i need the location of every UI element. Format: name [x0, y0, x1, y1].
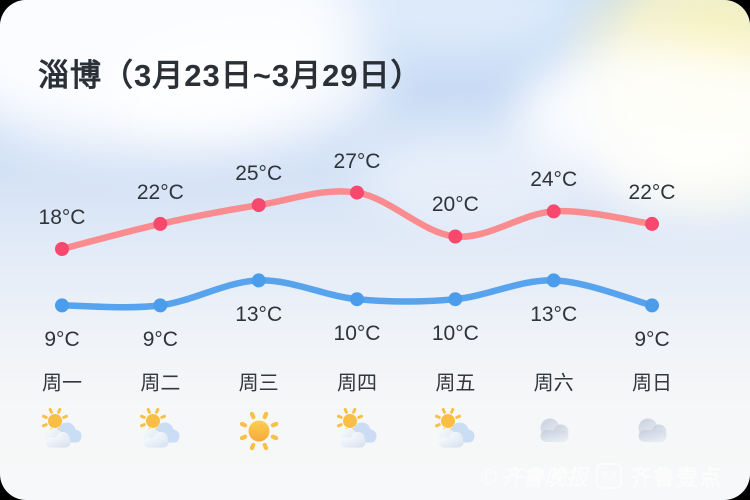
- weekday-label: 周三: [238, 372, 279, 395]
- low-temp-point: [153, 298, 168, 313]
- weekday-label: 周二: [140, 372, 181, 395]
- sunny-icon: [239, 411, 278, 451]
- high-temp-point: [448, 229, 463, 244]
- high-temp-point: [251, 198, 266, 213]
- low-temp-point: [448, 292, 463, 307]
- weekday-label: 周五: [435, 372, 476, 395]
- low-temp-point: [546, 273, 561, 288]
- cloud-decoration: [600, 135, 750, 220]
- low-temp-label: 10°C: [431, 322, 479, 346]
- high-temp-point: [55, 242, 69, 256]
- weekday-label: 周四: [337, 372, 377, 395]
- low-temp-point: [350, 292, 364, 307]
- low-temp-point: [55, 298, 69, 313]
- low-temp-label: 9°C: [634, 328, 670, 352]
- low-temp-label: 9°C: [44, 328, 80, 352]
- yidian-logo-icon: 壹点: [595, 463, 622, 489]
- partly-cloudy-icon: [435, 408, 475, 448]
- high-temp-label: 20°C: [431, 193, 479, 217]
- high-temp-label: 22°C: [136, 180, 184, 204]
- low-temp-label: 10°C: [333, 322, 381, 346]
- low-temp-point: [645, 298, 659, 313]
- partly-cloudy-icon: [337, 408, 377, 448]
- high-temp-label: 22°C: [628, 180, 676, 204]
- cloudy-icon: [540, 418, 569, 442]
- watermark: ©齐鲁晚报 壹点 齐鲁壹点: [478, 460, 722, 492]
- high-temp-label: 18°C: [38, 206, 86, 229]
- high-temp-point: [153, 216, 168, 231]
- weekday-label: 周六: [533, 372, 574, 395]
- high-temp-point: [546, 204, 561, 219]
- high-temp-point: [350, 185, 364, 200]
- partly-cloudy-icon: [140, 408, 180, 448]
- partly-cloudy-icon: [42, 408, 82, 448]
- page-title: 淄博（3月23日~3月29日）: [38, 58, 423, 93]
- low-temp-label: 13°C: [235, 303, 283, 327]
- high-temp-label: 24°C: [530, 168, 578, 192]
- low-temp-label: 9°C: [142, 328, 178, 352]
- low-temp-point: [251, 273, 266, 288]
- watermark-brand: 齐鲁壹点: [629, 465, 722, 490]
- weekday-label: 周一: [42, 372, 82, 395]
- high-temp-label: 27°C: [333, 149, 381, 173]
- weekday-label: 周日: [632, 372, 672, 395]
- watermark-newspaper: ©齐鲁晚报: [477, 465, 588, 491]
- high-temp-label: 25°C: [235, 162, 283, 186]
- cloudy-icon: [638, 418, 667, 442]
- high-temp-point: [645, 216, 659, 231]
- low-temp-label: 13°C: [530, 303, 578, 327]
